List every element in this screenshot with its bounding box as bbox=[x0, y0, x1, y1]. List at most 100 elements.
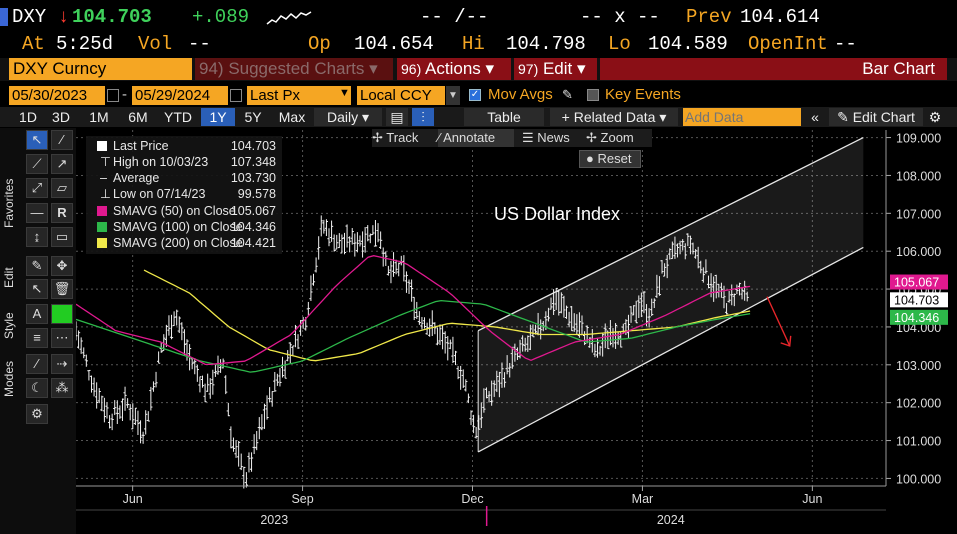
price-tag-label: 104.346 bbox=[894, 311, 939, 325]
reset-button[interactable]: ● Reset bbox=[579, 150, 641, 168]
multi-color-icon[interactable]: ⁂ bbox=[51, 378, 73, 398]
trendline-icon[interactable]: ⟋ bbox=[26, 154, 48, 174]
edit-chart-button[interactable]: ✎ Edit Chart bbox=[829, 108, 923, 126]
channel-icon[interactable]: ▱ bbox=[51, 178, 73, 198]
security-field[interactable]: DXY Curncy bbox=[9, 58, 192, 80]
edit-chart-label: Edit Chart bbox=[852, 109, 915, 125]
favorites-label: Favorites bbox=[2, 178, 16, 228]
line-style-icon[interactable]: ⋯ bbox=[51, 328, 73, 348]
period-6m[interactable]: 6M bbox=[128, 109, 148, 125]
period-3d[interactable]: 3D bbox=[52, 109, 70, 125]
zoom-label: Zoom bbox=[600, 130, 634, 145]
start-date-field[interactable]: 05/30/2023 bbox=[9, 86, 105, 105]
segment-icon[interactable]: ⤢ bbox=[26, 178, 48, 198]
frequency-select[interactable]: Daily ▾ bbox=[314, 108, 382, 126]
x-month-label: Dec bbox=[461, 492, 483, 506]
collapse-icon[interactable]: « bbox=[811, 109, 819, 125]
crosshair-mode-icon[interactable]: ☾ bbox=[26, 378, 48, 398]
text-style-icon[interactable]: A bbox=[26, 304, 48, 324]
price-field-select[interactable]: Last Px bbox=[247, 86, 351, 105]
currency-chevron-icon[interactable]: ▼ bbox=[446, 86, 460, 105]
sparkline-icon bbox=[266, 11, 312, 25]
line-tool-icon[interactable]: ∕ bbox=[51, 130, 73, 150]
legend-row-sma100[interactable]: SMAVG (100) on Close 104.346 bbox=[86, 219, 282, 235]
horizontal-line-icon[interactable]: — bbox=[26, 203, 48, 223]
channel-lower-line bbox=[477, 246, 864, 453]
x-year-label: 2024 bbox=[657, 513, 685, 527]
period-1y[interactable]: 1Y bbox=[201, 108, 235, 126]
legend-value: 103.730 bbox=[230, 171, 276, 185]
annotate-tool[interactable]: ∕ Annotate bbox=[438, 129, 514, 147]
move-icon[interactable]: ✥ bbox=[51, 256, 73, 276]
snap-icon[interactable]: ⇢ bbox=[51, 354, 73, 374]
trash-icon[interactable]: 🗑 bbox=[51, 279, 73, 299]
modes-label: Modes bbox=[2, 360, 16, 398]
chart-style-icon[interactable]: ▤ bbox=[386, 108, 408, 126]
chart-legend: Last Price 104.703 ⊤ High on 10/03/23 10… bbox=[86, 136, 282, 254]
legend-swatch-sma100 bbox=[97, 222, 107, 232]
palette-settings-gear-icon[interactable]: ⚙ bbox=[26, 404, 48, 424]
price-tool-icon[interactable]: ↨ bbox=[26, 227, 48, 247]
ticker[interactable]: DXY bbox=[12, 6, 47, 28]
annotate-icon: ∕ bbox=[438, 130, 441, 145]
legend-label: High on 10/03/23 bbox=[113, 155, 209, 169]
y-tick-label: 102.000 bbox=[896, 397, 941, 411]
high-marker-icon: ⊤ bbox=[100, 155, 111, 169]
projection-arrow-head bbox=[780, 335, 792, 347]
legend-row-low: ⊥ Low on 07/14/23 99.578 bbox=[86, 186, 282, 202]
edit-label: Edit ▾ bbox=[542, 59, 586, 78]
currency-select[interactable]: Local CCY bbox=[357, 86, 445, 105]
related-data-menu[interactable]: + Related Data ▾ bbox=[550, 108, 678, 126]
legend-row-sma50[interactable]: SMAVG (50) on Close 105.067 bbox=[86, 203, 282, 219]
dashed-line-icon[interactable]: ⁄ bbox=[26, 354, 48, 374]
legend-swatch-last bbox=[97, 141, 107, 151]
line-width-icon[interactable]: ≡ bbox=[26, 328, 48, 348]
table-button[interactable]: Table bbox=[464, 108, 544, 126]
legend-value: 104.421 bbox=[230, 236, 276, 250]
pencil-icon[interactable]: ✎ bbox=[562, 87, 573, 102]
period-5y[interactable]: 5Y bbox=[244, 109, 262, 125]
x-month-label: Jun bbox=[802, 492, 822, 506]
period-max[interactable]: Max bbox=[278, 109, 306, 125]
end-date-field[interactable]: 05/29/2024 bbox=[132, 86, 228, 105]
color-swatch-icon[interactable] bbox=[51, 304, 73, 324]
add-data-input[interactable] bbox=[683, 108, 801, 126]
open-interest-label: OpenInt bbox=[748, 33, 828, 55]
price-tag-bg bbox=[890, 309, 948, 325]
suggested-charts-menu[interactable]: 94) Suggested Charts ▾ bbox=[195, 58, 393, 80]
track-tool[interactable]: ✢ Track bbox=[372, 129, 434, 147]
actions-label: Actions ▾ bbox=[425, 59, 495, 78]
key-events-label: Key Events bbox=[605, 86, 681, 103]
zoom-icon: ✢ bbox=[586, 130, 597, 145]
key-events-checkbox[interactable] bbox=[587, 89, 599, 101]
legend-value: 107.348 bbox=[230, 155, 276, 169]
price-chart[interactable]: 100.000101.000102.000103.000104.000105.0… bbox=[76, 128, 957, 534]
retracement-icon[interactable]: R bbox=[51, 203, 73, 223]
suggested-charts-number: 94) bbox=[199, 59, 224, 78]
legend-label: SMAVG (50) on Close bbox=[113, 204, 236, 218]
prev-label: Prev bbox=[686, 6, 732, 28]
period-1d[interactable]: 1D bbox=[19, 109, 37, 125]
edit-menu[interactable]: 97) Edit ▾ bbox=[514, 58, 597, 80]
rectangle-icon[interactable]: ▭ bbox=[51, 227, 73, 247]
menu-bar: DXY Curncy 94) Suggested Charts ▾ 96) Ac… bbox=[0, 58, 957, 81]
actions-menu[interactable]: 96) Actions ▾ bbox=[397, 58, 511, 80]
cursor-tool-icon[interactable]: ↖ bbox=[26, 130, 48, 150]
brush-icon[interactable]: ✎ bbox=[26, 256, 48, 276]
news-tool[interactable]: ☰ News bbox=[522, 129, 578, 147]
mov-avgs-checkbox[interactable]: ✓ bbox=[469, 89, 481, 101]
select-icon[interactable]: ↖ bbox=[26, 279, 48, 299]
sma-50-line bbox=[76, 255, 751, 366]
calendar-end-icon[interactable] bbox=[230, 89, 242, 102]
zoom-tool[interactable]: ✢ Zoom bbox=[586, 129, 646, 147]
ray-icon[interactable]: ↗ bbox=[51, 154, 73, 174]
legend-label: Last Price bbox=[113, 139, 169, 153]
legend-row-sma200[interactable]: SMAVG (200) on Close 104.421 bbox=[86, 235, 282, 251]
y-tick-label: 109.000 bbox=[896, 132, 941, 146]
period-1m[interactable]: 1M bbox=[89, 109, 109, 125]
period-ytd[interactable]: YTD bbox=[164, 109, 192, 125]
settings-gear-icon[interactable]: ⚙ bbox=[928, 109, 942, 125]
legend-row-last-price[interactable]: Last Price 104.703 bbox=[86, 138, 282, 154]
calendar-start-icon[interactable] bbox=[107, 89, 119, 102]
bar-style-icon[interactable]: ⫶ bbox=[412, 108, 434, 126]
